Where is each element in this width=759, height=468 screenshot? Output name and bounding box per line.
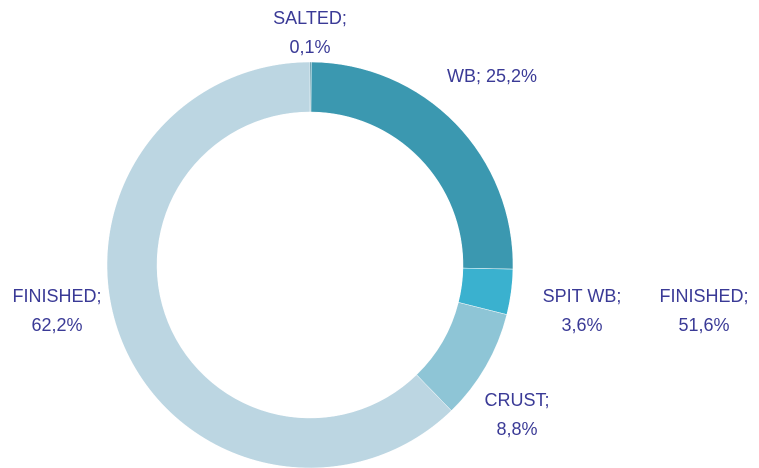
data-label: 8,8% — [496, 419, 537, 439]
annotation: 51,6% — [678, 315, 729, 335]
donut-slice — [310, 61, 514, 270]
data-label: SALTED; — [273, 8, 347, 28]
data-label: FINISHED; — [12, 286, 101, 306]
data-label: CRUST; — [484, 390, 549, 410]
annotation: FINISHED; — [659, 286, 748, 306]
data-label: 0,1% — [289, 37, 330, 57]
data-label: SPIT WB; — [543, 286, 622, 306]
data-label: 3,6% — [561, 315, 602, 335]
donut-slice — [106, 61, 452, 468]
data-label: WB; 25,2% — [447, 66, 537, 86]
data-label: 62,2% — [31, 315, 82, 335]
